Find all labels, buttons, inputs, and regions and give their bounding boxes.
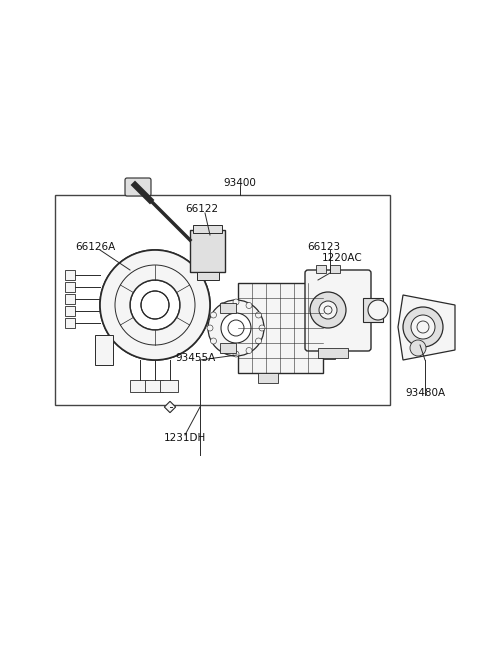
- Bar: [65, 270, 75, 280]
- Bar: [220, 303, 236, 313]
- Bar: [65, 294, 75, 304]
- Circle shape: [255, 338, 262, 344]
- Wedge shape: [100, 250, 210, 360]
- Bar: [95, 335, 113, 365]
- Circle shape: [255, 312, 262, 318]
- Circle shape: [208, 300, 264, 356]
- Bar: [238, 283, 323, 373]
- Polygon shape: [398, 295, 455, 360]
- Bar: [323, 322, 335, 334]
- Circle shape: [211, 312, 216, 318]
- Bar: [193, 225, 222, 233]
- Bar: [330, 265, 340, 273]
- Bar: [65, 282, 75, 292]
- Circle shape: [368, 300, 388, 320]
- Text: 1231DH: 1231DH: [164, 433, 206, 443]
- Circle shape: [211, 338, 216, 344]
- Text: 66123: 66123: [307, 242, 341, 252]
- Bar: [145, 380, 163, 392]
- Bar: [65, 306, 75, 316]
- Text: 1220AC: 1220AC: [322, 253, 362, 263]
- Text: 66126A: 66126A: [75, 242, 115, 252]
- Bar: [164, 401, 176, 413]
- Bar: [65, 318, 75, 328]
- Circle shape: [207, 325, 213, 331]
- Bar: [258, 373, 278, 383]
- Bar: [55, 195, 390, 405]
- Bar: [323, 347, 335, 359]
- Circle shape: [259, 325, 265, 331]
- Circle shape: [220, 348, 226, 354]
- Bar: [318, 348, 348, 358]
- Bar: [220, 343, 236, 353]
- Circle shape: [410, 340, 426, 356]
- Bar: [323, 297, 335, 309]
- Circle shape: [310, 292, 346, 328]
- FancyBboxPatch shape: [305, 270, 371, 351]
- Circle shape: [319, 301, 337, 319]
- Circle shape: [246, 348, 252, 354]
- Circle shape: [220, 302, 226, 308]
- Circle shape: [403, 307, 443, 347]
- Bar: [363, 298, 383, 322]
- Text: 66122: 66122: [185, 204, 218, 214]
- Bar: [316, 265, 326, 273]
- Bar: [130, 380, 148, 392]
- Circle shape: [221, 313, 251, 343]
- Text: 93400: 93400: [224, 178, 256, 188]
- Circle shape: [233, 299, 239, 305]
- Text: 93455A: 93455A: [176, 353, 216, 363]
- Text: 93480A: 93480A: [405, 388, 445, 398]
- Bar: [190, 230, 225, 272]
- Bar: [197, 272, 219, 280]
- Bar: [160, 380, 178, 392]
- Circle shape: [233, 351, 239, 357]
- Circle shape: [246, 302, 252, 308]
- FancyBboxPatch shape: [125, 178, 151, 196]
- Circle shape: [411, 315, 435, 339]
